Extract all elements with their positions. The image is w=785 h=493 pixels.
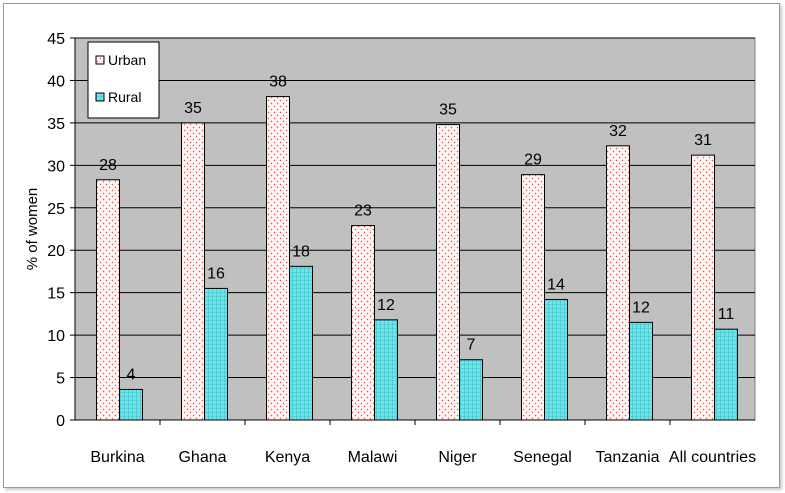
bar-rural xyxy=(204,287,228,421)
bar-urban xyxy=(606,145,630,421)
bar-rural xyxy=(714,328,738,421)
bar-urban xyxy=(181,122,205,421)
bar-rural xyxy=(119,388,143,421)
y-tick-label: 35 xyxy=(47,116,65,133)
x-tick-label: Malawi xyxy=(348,449,398,466)
bar-rural xyxy=(374,319,398,421)
data-label-rural: 11 xyxy=(718,306,735,323)
data-label-urban: 32 xyxy=(609,123,627,140)
x-axis-ticks: Burkina Ghana Kenya Malawi Niger Senegal Tanza… xyxy=(90,420,756,466)
data-label-urban: 31 xyxy=(694,132,712,149)
y-tick-label: 0 xyxy=(56,413,65,430)
data-labels: 28 4 35 16 38 18 23 12 35 7 29 14 32 12 31 11 xyxy=(99,74,734,384)
bar-urban xyxy=(436,124,460,421)
x-tick-label: Ghana xyxy=(178,449,226,466)
data-label-rural: 12 xyxy=(377,297,395,314)
bars xyxy=(96,96,738,421)
legend-swatch-rural xyxy=(95,92,105,102)
data-label-urban: 29 xyxy=(524,152,542,169)
legend-swatch-urban xyxy=(95,55,105,65)
legend-label-rural: Rural xyxy=(108,89,141,105)
bar-rural xyxy=(459,359,483,421)
data-label-urban: 38 xyxy=(269,74,287,91)
y-axis-ticks: 0 5 10 15 20 25 30 35 40 45 xyxy=(47,31,75,430)
y-tick-label: 30 xyxy=(47,158,65,175)
x-tick-label: Niger xyxy=(438,449,477,466)
x-tick-label: All countries xyxy=(669,449,756,466)
legend-box xyxy=(87,41,160,119)
data-label-urban: 35 xyxy=(439,102,457,119)
y-axis-label: % of women xyxy=(24,188,41,271)
data-label-rural: 18 xyxy=(292,243,310,260)
y-tick-label: 10 xyxy=(47,328,65,345)
data-label-rural: 7 xyxy=(467,337,476,354)
data-label-rural: 12 xyxy=(632,299,650,316)
bar-urban xyxy=(96,179,120,421)
x-tick-label: Burkina xyxy=(90,449,144,466)
data-label-urban: 23 xyxy=(354,203,372,220)
x-tick-label: Kenya xyxy=(265,449,310,466)
bar-rural xyxy=(629,321,653,421)
data-label-urban: 28 xyxy=(99,157,117,174)
bar-urban xyxy=(691,154,715,421)
data-label-rural: 16 xyxy=(207,265,225,282)
x-tick-label: Tanzania xyxy=(595,449,659,466)
y-tick-label: 40 xyxy=(47,73,65,90)
y-tick-label: 25 xyxy=(47,201,65,218)
bar-urban xyxy=(351,225,375,421)
data-label-rural: 4 xyxy=(127,366,136,383)
bar-rural xyxy=(289,265,313,421)
data-label-urban: 35 xyxy=(184,100,202,117)
bar-rural xyxy=(544,298,568,421)
y-tick-label: 15 xyxy=(47,286,65,303)
x-tick-label: Senegal xyxy=(513,449,572,466)
legend-label-urban: Urban xyxy=(108,52,146,68)
bar-urban xyxy=(521,174,545,421)
data-label-rural: 14 xyxy=(547,276,565,293)
y-tick-label: 20 xyxy=(47,243,65,260)
bar-urban xyxy=(266,96,290,421)
y-tick-label: 5 xyxy=(56,371,65,388)
legend: Urban Rural xyxy=(87,41,160,119)
y-tick-label: 45 xyxy=(47,31,65,48)
